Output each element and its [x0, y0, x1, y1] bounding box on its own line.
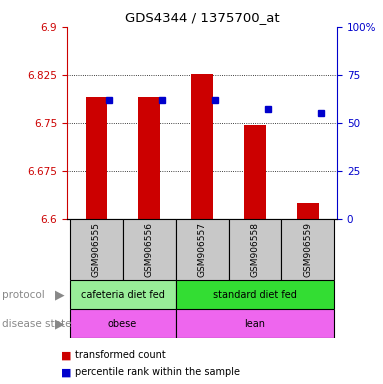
Text: GSM906558: GSM906558	[250, 222, 259, 277]
Text: disease state: disease state	[2, 319, 71, 329]
Bar	[70, 280, 175, 309]
Text: ▶: ▶	[54, 288, 64, 301]
Bar	[85, 97, 107, 219]
Text: GSM906557: GSM906557	[198, 222, 206, 277]
Text: transformed count: transformed count	[75, 350, 165, 360]
Text: GSM906556: GSM906556	[145, 222, 154, 277]
Bar	[192, 74, 213, 219]
Text: lean: lean	[244, 318, 265, 329]
Bar	[229, 219, 282, 280]
Bar	[244, 126, 265, 219]
Bar	[175, 280, 334, 309]
Text: standard diet fed: standard diet fed	[213, 290, 297, 300]
Title: GDS4344 / 1375700_at: GDS4344 / 1375700_at	[125, 11, 279, 24]
Text: GSM906555: GSM906555	[92, 222, 101, 277]
Bar	[175, 219, 229, 280]
Text: ■: ■	[61, 367, 72, 377]
Text: protocol: protocol	[2, 290, 45, 300]
Bar	[139, 97, 160, 219]
Bar	[70, 219, 123, 280]
Bar	[123, 219, 175, 280]
Text: ■: ■	[61, 350, 72, 360]
Text: obese: obese	[108, 318, 137, 329]
Bar	[70, 309, 175, 338]
Bar	[282, 219, 334, 280]
Text: cafeteria diet fed: cafeteria diet fed	[81, 290, 165, 300]
Text: ▶: ▶	[54, 317, 64, 330]
Text: percentile rank within the sample: percentile rank within the sample	[75, 367, 240, 377]
Bar	[175, 309, 334, 338]
Bar	[297, 203, 319, 219]
Text: GSM906559: GSM906559	[303, 222, 313, 277]
